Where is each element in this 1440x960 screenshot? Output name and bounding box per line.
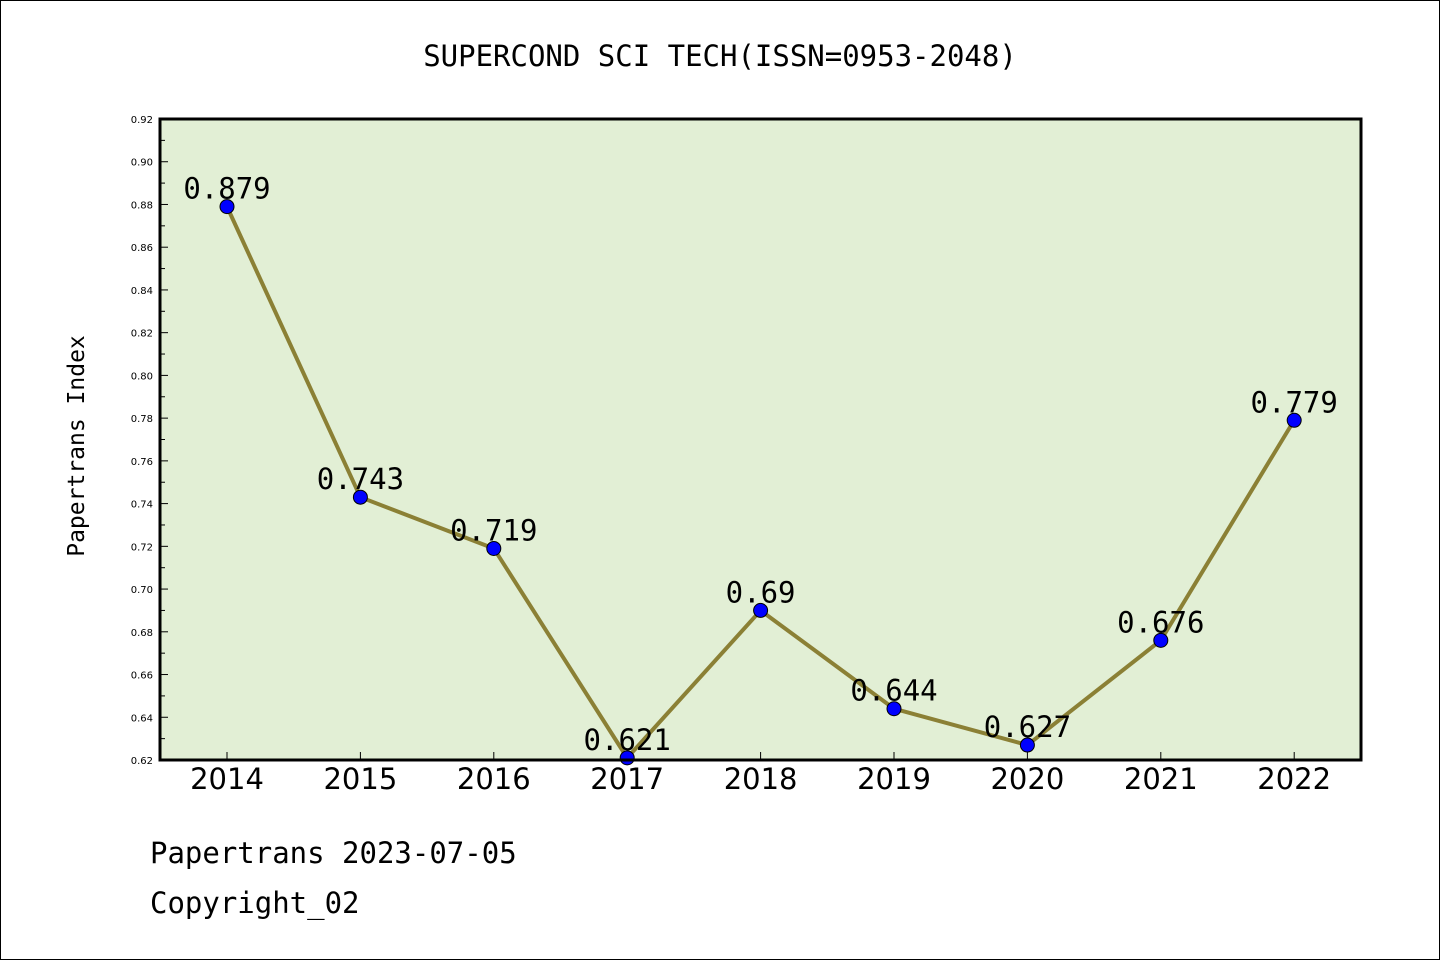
y-tick-label: 0.92 — [131, 115, 153, 126]
x-tick-label: 2021 — [1124, 762, 1198, 796]
data-label: 0.879 — [183, 172, 270, 206]
x-tick-label: 2022 — [1257, 762, 1331, 796]
data-label: 0.69 — [726, 575, 796, 609]
x-tick-label: 2016 — [457, 762, 531, 796]
footer-date: Papertrans 2023-07-05 — [150, 836, 517, 870]
y-tick-label: 0.64 — [131, 713, 153, 724]
x-tick-label: 2020 — [990, 762, 1064, 796]
data-point — [1153, 632, 1169, 648]
data-point — [1286, 412, 1302, 428]
chart-title: SUPERCOND SCI TECH(ISSN=0953-2048) — [423, 39, 1017, 73]
data-point — [753, 602, 769, 618]
y-tick-label: 0.76 — [131, 457, 153, 468]
y-tick-label: 0.78 — [131, 414, 153, 425]
x-tick-label: 2015 — [323, 762, 397, 796]
y-axis: 0.62 0.64 0.66 0.68 0.70 0.72 0.74 0.76 0.78 0.80… — [131, 115, 168, 767]
series-markers — [219, 199, 1302, 766]
x-tick-label: 2018 — [724, 762, 798, 796]
data-point — [1019, 737, 1035, 753]
plot-area — [160, 119, 1361, 760]
y-tick-label: 0.66 — [131, 671, 153, 682]
x-tick-label: 2017 — [590, 762, 664, 796]
y-tick-label: 0.68 — [131, 628, 153, 639]
data-point — [352, 489, 368, 505]
data-label: 0.621 — [584, 723, 671, 757]
x-tick-label: 2014 — [190, 762, 264, 796]
y-axis-label: Papertrans Index — [64, 335, 90, 557]
y-tick-label: 0.82 — [131, 329, 153, 340]
y-tick-label: 0.70 — [131, 585, 153, 596]
data-label: 0.644 — [850, 674, 937, 708]
data-label: 0.627 — [984, 710, 1071, 744]
footer-copyright: Copyright_02 — [150, 886, 360, 920]
data-label: 0.676 — [1117, 605, 1204, 639]
data-point — [219, 199, 235, 215]
data-point — [886, 701, 902, 717]
y-tick-label: 0.84 — [131, 286, 153, 297]
y-tick-label: 0.72 — [131, 542, 153, 553]
y-tick-label: 0.62 — [131, 756, 153, 767]
y-tick-label: 0.86 — [131, 243, 153, 254]
data-point — [486, 540, 502, 556]
data-label: 0.779 — [1251, 385, 1338, 419]
data-label: 0.743 — [317, 462, 404, 496]
y-tick-label: 0.74 — [131, 500, 153, 511]
y-tick-label: 0.80 — [131, 371, 153, 382]
data-label: 0.719 — [450, 513, 537, 547]
x-axis: 2014 2015 2016 2017 2018 2019 2020 2021 2022 — [190, 752, 1331, 796]
plot-border — [158, 117, 1363, 762]
data-labels: 0.879 0.743 0.719 0.621 0.69 0.644 0.627 0.676 0… — [183, 172, 1338, 757]
y-tick-label: 0.88 — [131, 200, 153, 211]
y-tick-label: 0.90 — [131, 158, 153, 169]
x-tick-label: 2019 — [857, 762, 931, 796]
